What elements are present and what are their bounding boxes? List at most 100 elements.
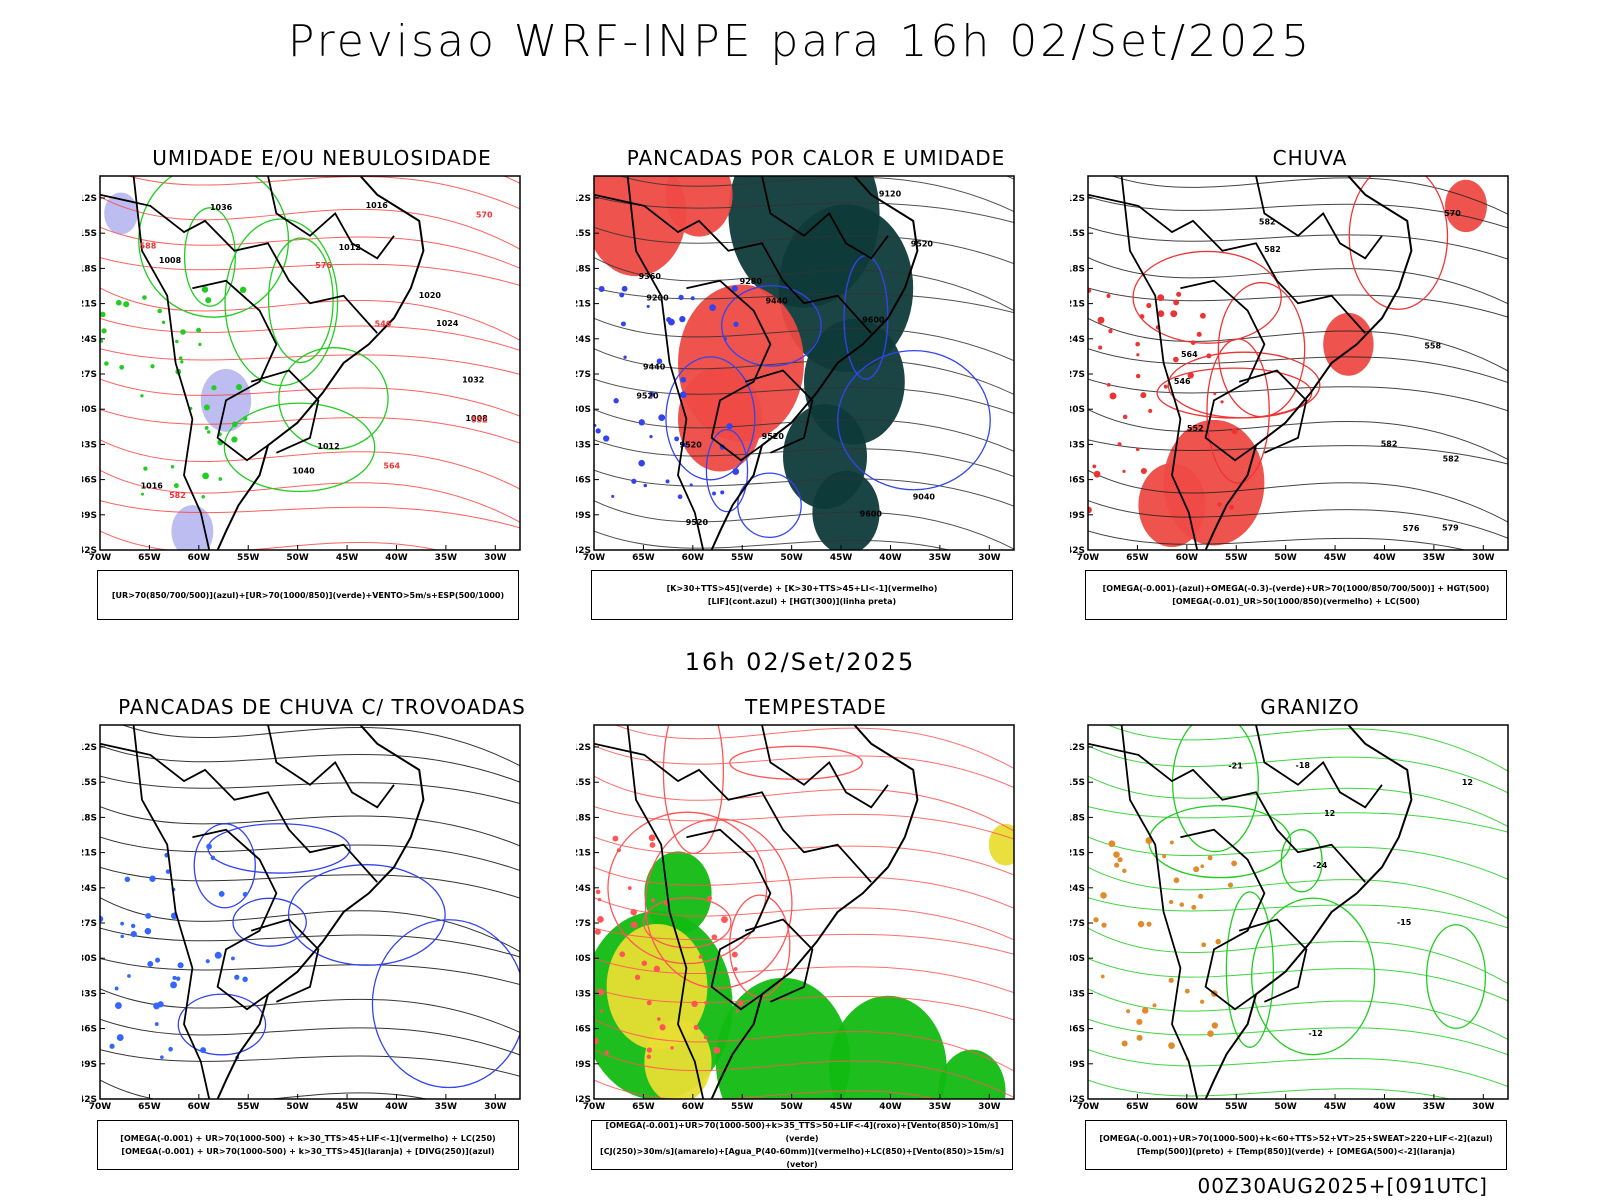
country-border (761, 176, 889, 260)
legend-trovoadas: [OMEGA(-0.001) + UR>70(1000-500) + k>30_… (97, 1120, 519, 1170)
speckle-mark (242, 976, 248, 982)
speckle-mark (1114, 862, 1120, 868)
lat-label: 24S (82, 884, 97, 894)
lon-label: 35W (929, 1102, 952, 1112)
country-border (267, 176, 395, 260)
speckle-mark (1163, 384, 1168, 389)
legend-line: [OMEGA(-0.001)+UR>70(1000-500)+k>35_TTS>… (605, 1121, 999, 1143)
speckle-mark (231, 436, 238, 443)
contour-value-label: 1008 (465, 414, 488, 423)
legend-line: [Temp(500)](preto) + [Temp(850)](verde) … (1136, 1147, 1456, 1156)
lon-label: 65W (138, 1102, 161, 1112)
contour-line (618, 176, 1014, 212)
speckle-mark (604, 1050, 610, 1055)
speckle-mark (1135, 341, 1140, 347)
lon-label: 55W (1225, 553, 1248, 563)
lat-label: 21S (576, 300, 591, 310)
speckle-mark (698, 954, 703, 959)
lat-label: 42S (82, 546, 97, 556)
overlay-contour (138, 176, 290, 318)
contour-line (1088, 500, 1508, 539)
map-layer: 582 582 582 576 570 564 558 552 546 582 579 (1088, 176, 1508, 550)
contour-value-label: 9120 (879, 190, 902, 199)
speckle-mark (731, 285, 738, 292)
contour-value-label: 582 (169, 491, 186, 500)
lat-label: 27S (82, 919, 97, 929)
speckle-mark (720, 490, 725, 495)
contour-line (594, 348, 1014, 395)
country-border (1120, 725, 1199, 1099)
contour-line (594, 958, 1014, 994)
speckle-mark (638, 459, 645, 467)
speckle-mark (598, 286, 605, 293)
speckle-mark (239, 286, 247, 294)
country-border (686, 828, 772, 1011)
speckle-mark (1141, 1007, 1149, 1014)
speckle-mark (704, 1001, 708, 1005)
lon-label: 35W (435, 553, 458, 563)
speckle-mark (1231, 428, 1238, 435)
speckle-mark (1148, 408, 1153, 414)
shaded-field (812, 470, 880, 550)
lon-label: 50W (286, 553, 309, 563)
contour-line (594, 1018, 1014, 1072)
contour-line (100, 500, 520, 529)
lat-label: 15S (82, 778, 97, 788)
contour-value-label: 582 (1381, 439, 1398, 448)
lat-label: 39S (576, 511, 591, 521)
speckle-mark (612, 835, 619, 842)
legend-line: [OMEGA(-0.001) + UR>70(1000-500) + k>30_… (121, 1147, 495, 1156)
contour-line (1088, 378, 1508, 412)
speckle-mark (211, 385, 217, 391)
overlay-contour (607, 811, 768, 965)
legend-pancadas-calor: [K>30+TTS>45](verde) + [K>30+TTS>45+LI<-… (591, 570, 1013, 620)
speckle-mark (594, 1037, 599, 1045)
speckle-mark (1157, 310, 1165, 318)
contour-value-label: 570 (476, 210, 493, 219)
speckle-mark (1196, 331, 1202, 337)
speckle-mark (680, 376, 687, 383)
shaded-field (829, 995, 947, 1099)
contour-value-label: 9520 (911, 239, 934, 248)
lon-label: 30W (484, 1102, 507, 1112)
panel-title: GRANIZO (1260, 695, 1360, 719)
speckle-mark (649, 842, 656, 848)
contour-line (1088, 439, 1508, 465)
speckle-mark (1100, 974, 1105, 979)
coastline (1204, 176, 1413, 550)
speckle-mark (214, 951, 222, 959)
lon-label: 40W (1373, 553, 1396, 563)
speckle-mark (114, 1002, 122, 1009)
lon-label: 70W (89, 553, 112, 563)
country-border (100, 742, 378, 883)
speckle-mark (100, 311, 106, 318)
speckle-mark (646, 1054, 652, 1060)
country-border (1088, 742, 1366, 883)
coastline (710, 725, 919, 1099)
lat-label: 27S (1070, 370, 1085, 380)
speckle-mark (231, 421, 238, 428)
contour-line (100, 988, 520, 1033)
contour-line (1088, 897, 1508, 929)
lat-label: 18S (576, 264, 591, 274)
run-timestamp: 00Z30AUG2025+[091UTC] (1197, 1174, 1488, 1198)
speckle-mark (674, 436, 680, 442)
speckle-mark (153, 1002, 160, 1010)
contour-value-label: 564 (1181, 350, 1198, 359)
contour-value-label: 546 (375, 319, 392, 328)
contour-value-label: 9600 (860, 509, 883, 518)
panel-title: PANCADAS DE CHUVA C/ TROVOADAS (118, 695, 526, 719)
speckle-mark (1207, 1030, 1214, 1037)
contour-line (1088, 1018, 1508, 1056)
speckle-mark (1168, 977, 1174, 983)
contour-line (100, 745, 520, 783)
speckle-mark (619, 951, 626, 958)
speckle-mark (597, 988, 605, 996)
lon-label: 60W (188, 553, 211, 563)
contour-line (100, 927, 520, 958)
speckle-mark (165, 869, 171, 874)
speckle-mark (124, 876, 131, 883)
contour-line (1088, 469, 1508, 523)
lon-label: 50W (780, 1102, 803, 1112)
map-layer (100, 725, 520, 1099)
